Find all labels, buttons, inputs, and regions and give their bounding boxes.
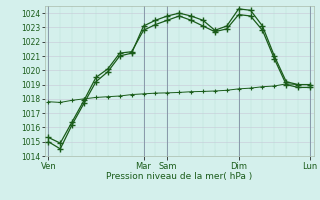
X-axis label: Pression niveau de la mer( hPa ): Pression niveau de la mer( hPa ) [106, 172, 252, 181]
